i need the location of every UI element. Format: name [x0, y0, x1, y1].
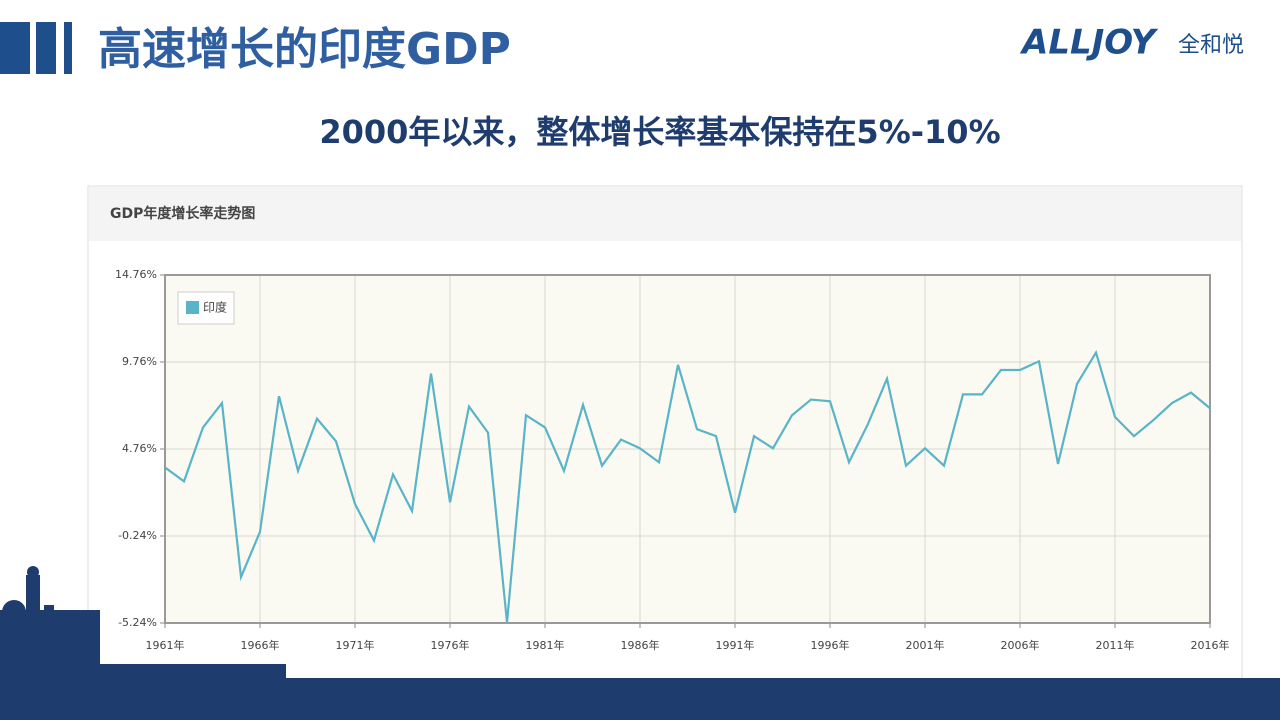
footer-band [0, 678, 1280, 720]
header-bar [64, 22, 72, 74]
y-tick-label: 14.76% [115, 268, 157, 281]
x-tick-label: 1991年 [716, 638, 755, 652]
panel-header [89, 187, 1241, 241]
x-tick-label: 2016年 [1191, 638, 1230, 652]
x-tick-label: 1961年 [146, 638, 185, 652]
y-tick-label: 9.76% [122, 355, 157, 368]
skyline-dome [2, 600, 26, 624]
skyline [0, 566, 286, 690]
data-line [164, 349, 1211, 623]
x-tick-label: 2011年 [1096, 638, 1135, 652]
skyline-dome [27, 566, 39, 578]
y-tick-label: -0.24% [118, 529, 157, 542]
legend-label: 印度 [203, 300, 227, 315]
header-block [0, 22, 30, 74]
skyline-tower [26, 575, 40, 635]
x-tick-label: 1971年 [336, 638, 375, 652]
plot-frame [164, 274, 1211, 624]
header-block [36, 22, 56, 74]
skyline-tower [44, 605, 54, 645]
x-tick-label: 1986年 [621, 638, 660, 652]
skyline-building [70, 635, 86, 680]
x-tick-label: 2001年 [906, 638, 945, 652]
x-tick-label: 2006年 [1001, 638, 1040, 652]
slide-title: 高速增长的印度GDP [98, 24, 511, 75]
skyline-building [86, 664, 286, 680]
x-tick-label: 1981年 [526, 638, 565, 652]
x-tick-label: 1996年 [811, 638, 850, 652]
x-tick-label: 1976年 [431, 638, 470, 652]
plot: -5.24% -0.24% 4.76% 9.76% 14.76% 1961年 1966年 19… [115, 268, 1229, 652]
subtitle: 2000年以来，整体增长率基本保持在5%-10% [319, 113, 1000, 151]
logo: ALLJOY [1019, 23, 1159, 63]
y-tick-label: 4.76% [122, 442, 157, 455]
legend-swatch [186, 301, 199, 314]
chart-title: GDP年度增长率走势图 [110, 205, 255, 222]
y-tick-label: -5.24% [118, 616, 157, 629]
logo-cn: 全和悦 [1178, 33, 1244, 58]
x-tick-label: 1966年 [241, 638, 280, 652]
